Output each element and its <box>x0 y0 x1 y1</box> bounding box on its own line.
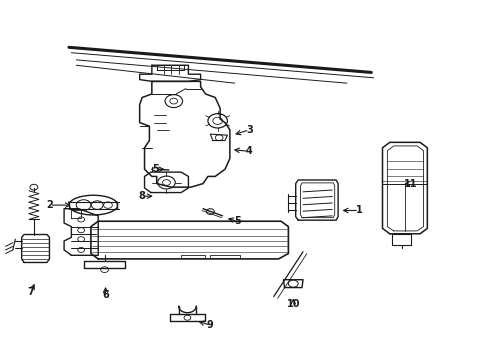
Text: 2: 2 <box>46 200 53 210</box>
Text: 7: 7 <box>27 287 34 297</box>
Text: 10: 10 <box>286 299 300 309</box>
Text: 5: 5 <box>152 164 159 174</box>
Text: 5: 5 <box>233 216 240 226</box>
Text: 8: 8 <box>139 191 145 201</box>
Text: 6: 6 <box>102 291 109 301</box>
Text: 9: 9 <box>206 320 213 330</box>
Circle shape <box>153 167 158 171</box>
Text: 3: 3 <box>245 125 252 135</box>
Text: 1: 1 <box>355 206 362 216</box>
Text: 11: 11 <box>403 179 416 189</box>
Text: 4: 4 <box>245 146 252 156</box>
